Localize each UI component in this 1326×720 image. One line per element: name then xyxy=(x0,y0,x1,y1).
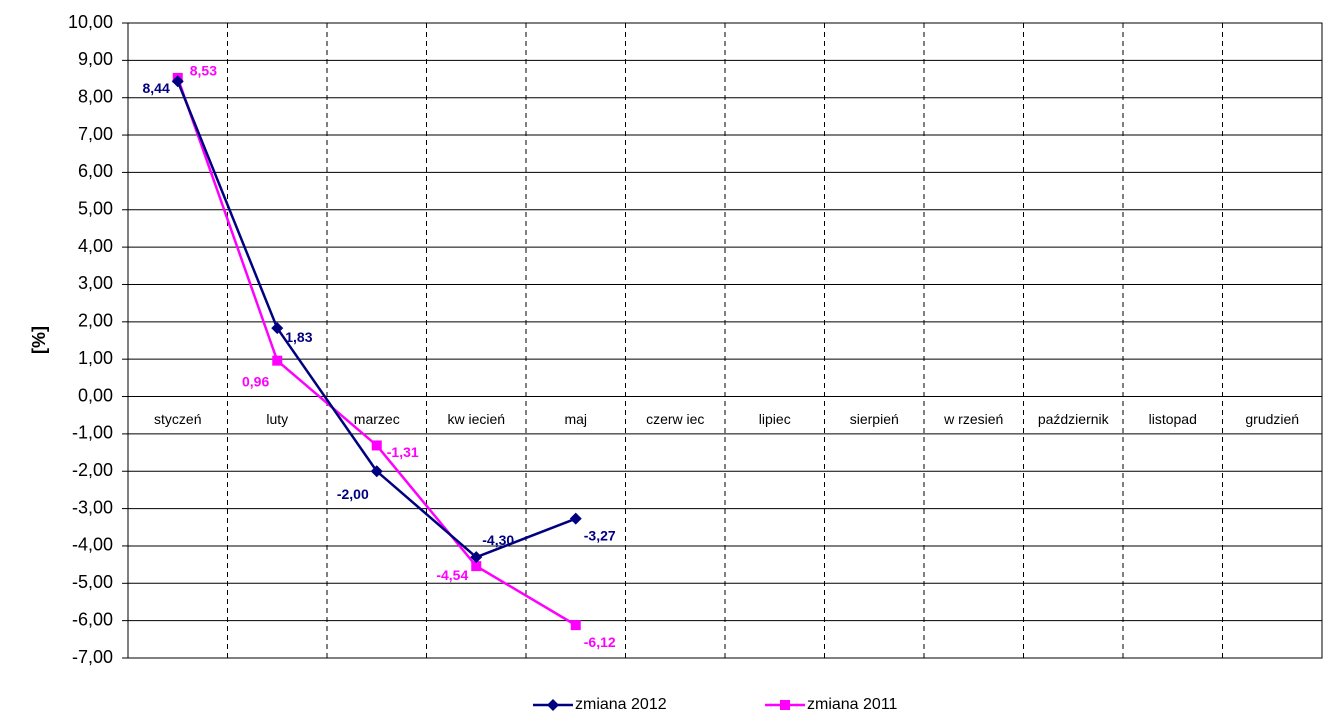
y-tick-label: 6,00 xyxy=(78,161,113,181)
x-tick-label: grudzień xyxy=(1245,411,1299,427)
marker xyxy=(171,75,184,88)
value-label: -2,00 xyxy=(337,486,369,502)
value-label: 1,83 xyxy=(285,329,312,345)
legend-label: zmiana 2012 xyxy=(575,696,667,713)
y-tick-label: -6,00 xyxy=(72,609,113,629)
y-tick-label: 3,00 xyxy=(78,273,113,293)
x-tick-label: październik xyxy=(1038,411,1110,427)
x-tick-label: listopad xyxy=(1149,411,1197,427)
legend-label: zmiana 2011 xyxy=(807,696,898,713)
legend-marker xyxy=(780,700,790,710)
y-tick-label: -3,00 xyxy=(72,497,113,517)
series-line xyxy=(176,80,577,559)
marker xyxy=(470,551,483,564)
y-tick-label: 10,00 xyxy=(68,12,113,32)
marker xyxy=(272,355,283,366)
y-tick-label: -4,00 xyxy=(72,535,113,555)
value-label: 0,96 xyxy=(242,373,269,389)
marker xyxy=(370,465,383,478)
x-tick-label: marzec xyxy=(354,411,400,427)
value-label: 8,53 xyxy=(190,63,217,79)
x-tick-label: lipiec xyxy=(759,411,791,427)
x-tick-label: czerw iec xyxy=(646,411,704,427)
value-label: 8,44 xyxy=(143,80,170,96)
y-tick-label: -2,00 xyxy=(72,460,113,480)
marker xyxy=(271,322,284,335)
y-tick-label: 9,00 xyxy=(78,49,113,69)
y-tick-label: 2,00 xyxy=(78,311,113,331)
y-tick-label: 1,00 xyxy=(78,348,113,368)
value-label: -1,31 xyxy=(387,444,419,460)
y-tick-label: 5,00 xyxy=(78,199,113,219)
x-tick-label: luty xyxy=(266,411,288,427)
y-tick-label: 7,00 xyxy=(78,124,113,144)
x-tick-label: maj xyxy=(564,411,587,427)
x-tick-label: sierpień xyxy=(850,411,899,427)
x-tick-label: styczeń xyxy=(154,411,201,427)
y-axis-label: [%] xyxy=(29,326,49,354)
y-tick-label: 0,00 xyxy=(78,385,113,405)
marker xyxy=(371,440,382,451)
legend-marker xyxy=(547,699,559,711)
plot-border xyxy=(127,22,1323,659)
value-label: -6,12 xyxy=(584,634,616,650)
y-tick-label: -5,00 xyxy=(72,572,113,592)
x-tick-label: kw iecień xyxy=(447,411,505,427)
value-label: -4,54 xyxy=(436,567,468,583)
x-tick-label: w rzesień xyxy=(943,411,1003,427)
y-tick-label: -1,00 xyxy=(72,423,113,443)
y-tick-label: -7,00 xyxy=(72,647,113,667)
marker xyxy=(569,512,582,525)
y-tick-label: 4,00 xyxy=(78,236,113,256)
value-label: -4,30 xyxy=(482,532,514,548)
value-label: -3,27 xyxy=(584,527,616,543)
y-tick-label: 8,00 xyxy=(78,86,113,106)
marker xyxy=(570,620,581,631)
marker xyxy=(471,561,482,572)
